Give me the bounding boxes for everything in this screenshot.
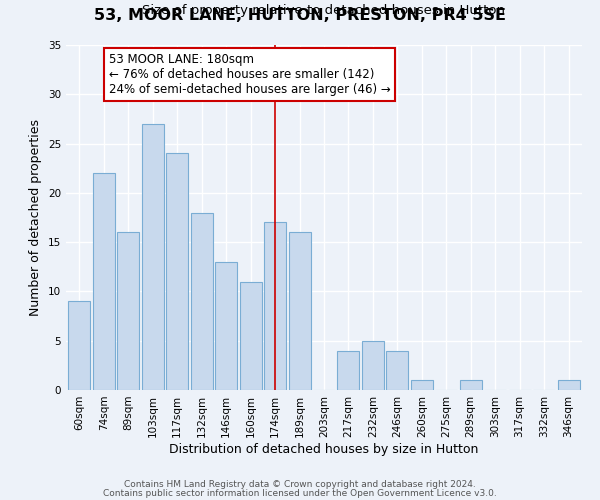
Bar [118,232,139,390]
Bar [264,222,286,390]
Title: Size of property relative to detached houses in Hutton: Size of property relative to detached ho… [143,4,505,18]
Bar [215,262,237,390]
Bar [386,350,409,390]
Bar [289,232,311,390]
Bar [191,212,213,390]
Bar [68,302,91,390]
X-axis label: Distribution of detached houses by size in Hutton: Distribution of detached houses by size … [169,442,479,456]
Text: Contains HM Land Registry data © Crown copyright and database right 2024.: Contains HM Land Registry data © Crown c… [124,480,476,489]
Bar [557,380,580,390]
Bar [142,124,164,390]
Bar [460,380,482,390]
Bar [411,380,433,390]
Bar [93,173,115,390]
Bar [362,340,384,390]
Bar [166,154,188,390]
Text: 53 MOOR LANE: 180sqm
← 76% of detached houses are smaller (142)
24% of semi-deta: 53 MOOR LANE: 180sqm ← 76% of detached h… [109,53,391,96]
Bar [337,350,359,390]
Y-axis label: Number of detached properties: Number of detached properties [29,119,43,316]
Text: Contains public sector information licensed under the Open Government Licence v3: Contains public sector information licen… [103,489,497,498]
Bar [239,282,262,390]
Text: 53, MOOR LANE, HUTTON, PRESTON, PR4 5SE: 53, MOOR LANE, HUTTON, PRESTON, PR4 5SE [94,8,506,22]
